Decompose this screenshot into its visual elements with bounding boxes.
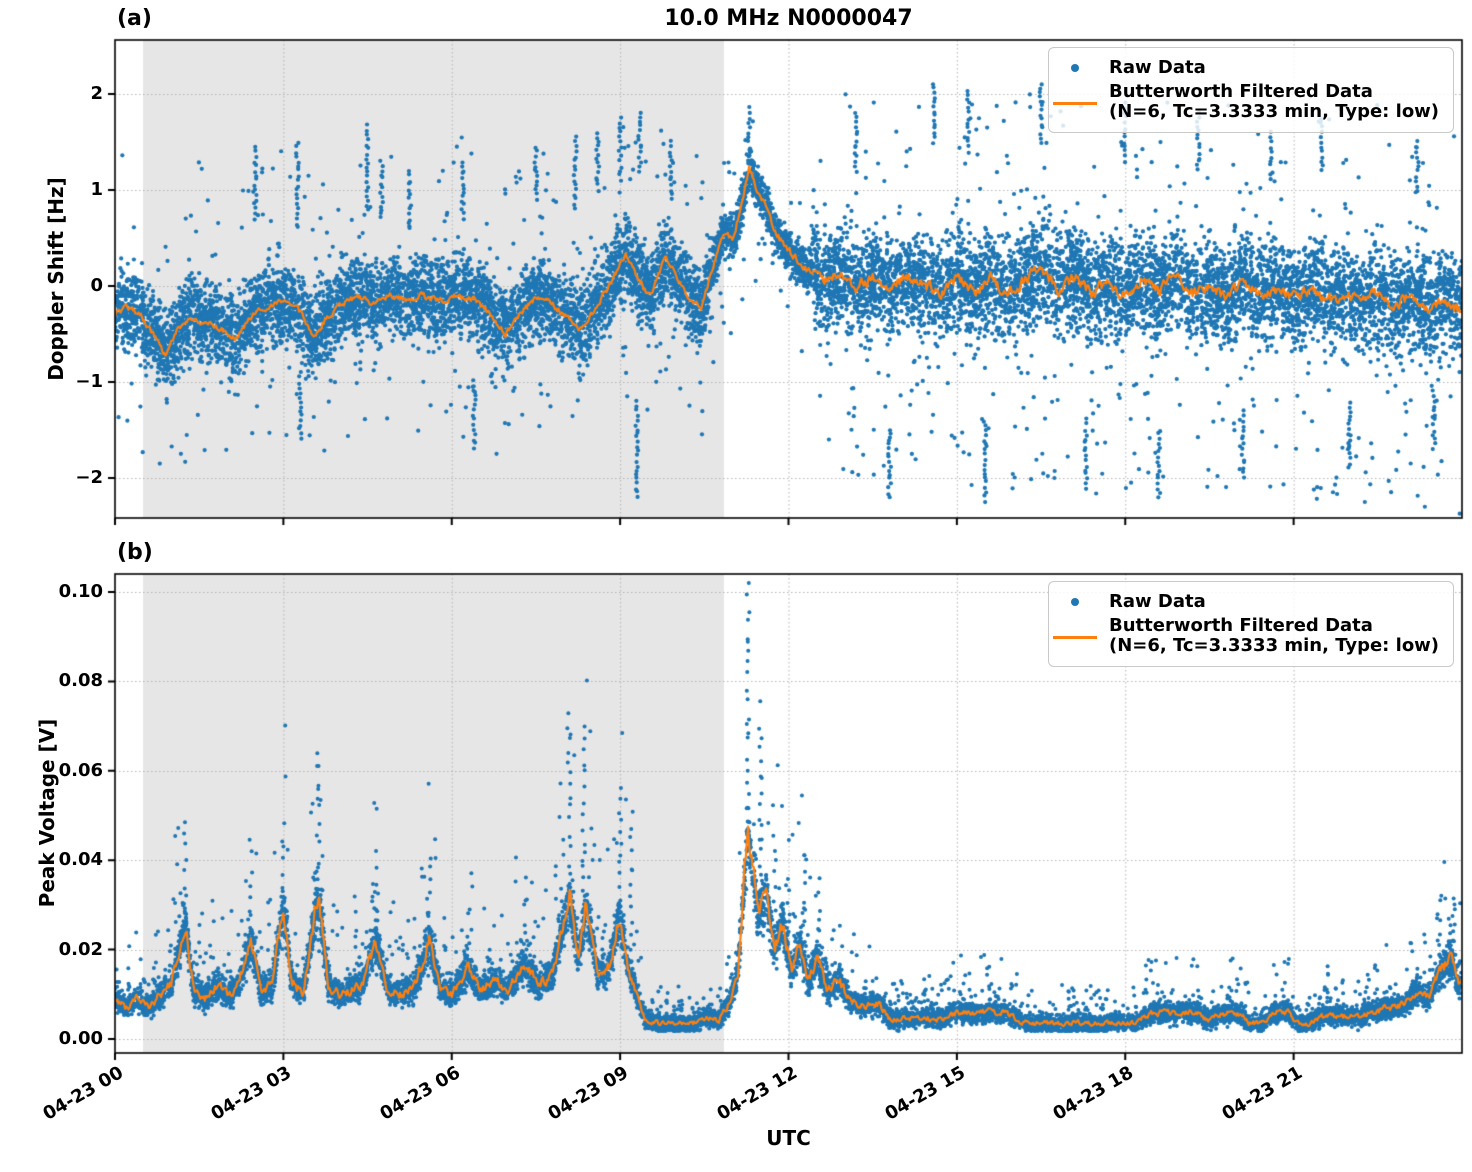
panel-a-label: (a) bbox=[117, 6, 152, 31]
filtered-line-marker-icon bbox=[1053, 636, 1097, 639]
legend-a: Raw Data Butterworth Filtered Data (N=6,… bbox=[1048, 47, 1454, 133]
filtered-line-marker-icon bbox=[1053, 102, 1097, 105]
legend-b: Raw Data Butterworth Filtered Data (N=6,… bbox=[1048, 581, 1454, 667]
y-axis-label-b: Peak Voltage [V] bbox=[35, 718, 59, 908]
y-tick-label-a: −1 bbox=[75, 371, 103, 392]
y-tick-label-a: 1 bbox=[90, 179, 103, 200]
y-tick-label-b: 0.10 bbox=[58, 581, 103, 602]
legend-entry-filtered: Butterworth Filtered Data (N=6, Tc=3.333… bbox=[1049, 82, 1445, 122]
legend-filtered-label-line1: Butterworth Filtered Data bbox=[1109, 615, 1373, 636]
raw-data-marker-icon bbox=[1071, 64, 1079, 72]
y-tick-label-a: −2 bbox=[75, 467, 103, 488]
y-tick-label-b: 0.00 bbox=[58, 1028, 103, 1049]
legend-entry-filtered: Butterworth Filtered Data (N=6, Tc=3.333… bbox=[1049, 616, 1445, 656]
raw-data-marker-icon bbox=[1071, 598, 1079, 606]
y-tick-label-b: 0.06 bbox=[58, 759, 103, 781]
panel-b-label: (b) bbox=[117, 540, 153, 565]
y-tick-label-b: 0.04 bbox=[58, 849, 103, 871]
legend-entry-raw: Raw Data bbox=[1049, 58, 1445, 78]
legend-raw-label: Raw Data bbox=[1109, 591, 1206, 612]
legend-raw-label: Raw Data bbox=[1109, 57, 1206, 78]
x-axis-label: UTC bbox=[766, 1126, 811, 1150]
legend-filtered-label-line2: (N=6, Tc=3.3333 min, Type: low) bbox=[1109, 635, 1440, 656]
legend-filtered-label-line2: (N=6, Tc=3.3333 min, Type: low) bbox=[1109, 101, 1440, 122]
y-tick-label-a: 0 bbox=[90, 275, 103, 296]
legend-filtered-label-line1: Butterworth Filtered Data bbox=[1109, 81, 1373, 102]
y-tick-label-b: 0.02 bbox=[58, 938, 103, 960]
legend-entry-raw: Raw Data bbox=[1049, 592, 1445, 612]
y-tick-label-a: 2 bbox=[90, 83, 103, 104]
figure-title: 10.0 MHz N0000047 bbox=[664, 6, 913, 31]
y-tick-label-b: 0.08 bbox=[58, 670, 103, 692]
